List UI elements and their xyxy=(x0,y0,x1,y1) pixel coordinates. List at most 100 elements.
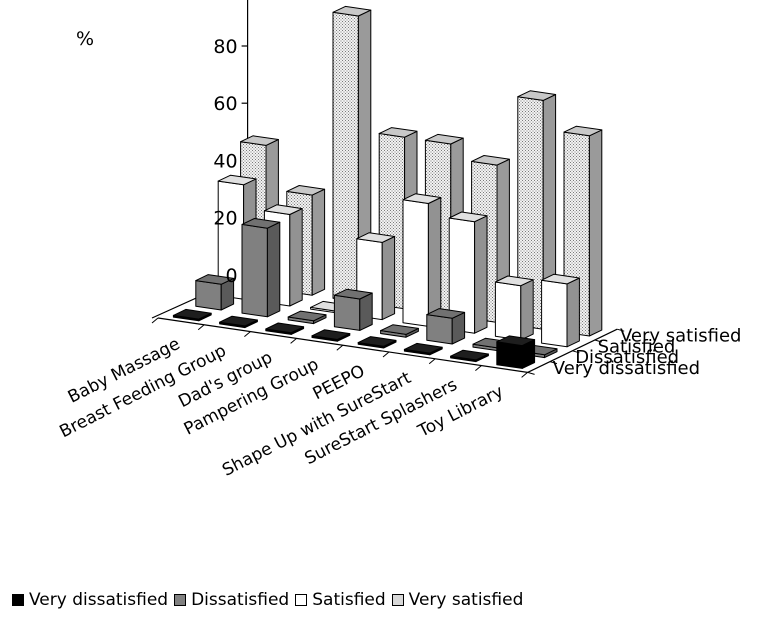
bar xyxy=(541,273,580,348)
legend-label: Very satisfied xyxy=(408,590,524,610)
legend-item-satisfied: Satisfied xyxy=(295,590,386,610)
bar xyxy=(265,322,305,335)
bar-top xyxy=(332,5,372,17)
legend-swatch xyxy=(391,594,404,606)
bar-top xyxy=(217,174,257,186)
legend-swatch xyxy=(295,594,308,606)
bar-front xyxy=(426,314,453,345)
bar-front xyxy=(195,280,222,311)
bar-top xyxy=(402,193,442,204)
bar xyxy=(426,308,466,345)
bar-top xyxy=(265,322,305,334)
legend-item-very-dissatisfied: Very dissatisfied xyxy=(12,590,168,610)
depth-tick-label: Very dissatisfied xyxy=(553,358,700,379)
bar-side xyxy=(427,197,442,327)
bar-top xyxy=(471,155,510,166)
bar-top xyxy=(450,349,489,361)
bar-side xyxy=(520,279,534,341)
bar-top xyxy=(240,135,279,146)
bar-top xyxy=(219,315,258,327)
depth-tick xyxy=(527,371,535,375)
x-tick xyxy=(244,331,251,337)
depth-tick xyxy=(572,350,580,354)
legend: Very dissatisfied Dissatisfied Satisfied… xyxy=(12,590,529,610)
bar-side xyxy=(289,208,303,307)
bar-top xyxy=(333,288,373,300)
depth-tick xyxy=(617,328,625,332)
bar xyxy=(333,288,373,331)
bar xyxy=(219,315,258,329)
bar-top xyxy=(496,335,536,347)
bar-top xyxy=(494,275,534,287)
bar xyxy=(563,125,603,337)
bar xyxy=(517,90,557,330)
y-tick-label: 0 xyxy=(226,265,238,287)
bar-front xyxy=(241,223,268,318)
bar-top xyxy=(241,218,281,229)
bar-top xyxy=(172,308,212,320)
bar-side xyxy=(588,129,603,337)
bar-front xyxy=(496,341,523,369)
x-tick xyxy=(151,317,159,324)
bar-top xyxy=(563,125,603,137)
bar-top xyxy=(380,324,419,335)
bar-top xyxy=(286,185,326,196)
bars xyxy=(172,5,603,369)
bar xyxy=(402,193,442,327)
bar xyxy=(403,342,443,356)
bar xyxy=(357,336,397,349)
bar-front xyxy=(541,279,568,348)
bar-front xyxy=(332,11,359,303)
bar xyxy=(311,329,351,342)
y-axis-label: % xyxy=(76,28,94,50)
bar-top xyxy=(424,133,464,145)
y-tick-label: 40 xyxy=(213,150,237,172)
bar-top xyxy=(311,329,351,340)
legend-swatch xyxy=(174,594,187,606)
bar xyxy=(241,218,281,318)
x-tick xyxy=(521,372,528,378)
depth-tick xyxy=(549,361,558,365)
legend-label: Satisfied xyxy=(312,590,386,610)
bar xyxy=(494,275,534,341)
legend-label: Dissatisfied xyxy=(191,590,290,610)
bar-side xyxy=(566,277,580,348)
legend-item-dissatisfied: Dissatisfied xyxy=(174,590,289,610)
bar-top xyxy=(287,310,327,322)
depth-tick-label: Satisfied xyxy=(598,336,676,357)
bar-front xyxy=(402,199,429,327)
x-tick xyxy=(475,365,482,371)
y-tick-label: 80 xyxy=(213,36,237,58)
bar-top xyxy=(357,336,397,347)
bar-side xyxy=(311,188,326,296)
depth-tick-label: Very satisfied xyxy=(620,326,741,347)
bar-top xyxy=(263,204,303,215)
legend-label: Very dissatisfied xyxy=(29,590,169,610)
depth-tick-label: Dissatisfied xyxy=(575,347,679,368)
bar xyxy=(496,335,536,369)
x-tick xyxy=(336,344,344,351)
bar-top xyxy=(426,308,466,319)
legend-item-very-satisfied: Very satisfied xyxy=(391,590,524,610)
bar xyxy=(448,211,488,334)
bar-top xyxy=(378,127,418,138)
bar-top xyxy=(356,232,396,243)
x-tick xyxy=(290,338,297,344)
bar-side xyxy=(266,221,281,318)
bar-top xyxy=(541,273,580,285)
y-tick-label: 20 xyxy=(213,208,237,230)
x-tick xyxy=(428,358,436,365)
y-tick-label: 100 xyxy=(201,0,237,1)
bar xyxy=(172,308,212,322)
bar-front xyxy=(494,281,522,341)
y-tick-label: 60 xyxy=(213,93,237,115)
bar-top xyxy=(403,342,443,354)
depth-tick xyxy=(594,339,602,343)
bar xyxy=(380,324,419,338)
legend-swatch xyxy=(12,594,24,606)
bar-top xyxy=(448,211,488,223)
x-tick xyxy=(197,324,205,331)
x-tick xyxy=(382,351,390,358)
bar xyxy=(450,349,489,363)
